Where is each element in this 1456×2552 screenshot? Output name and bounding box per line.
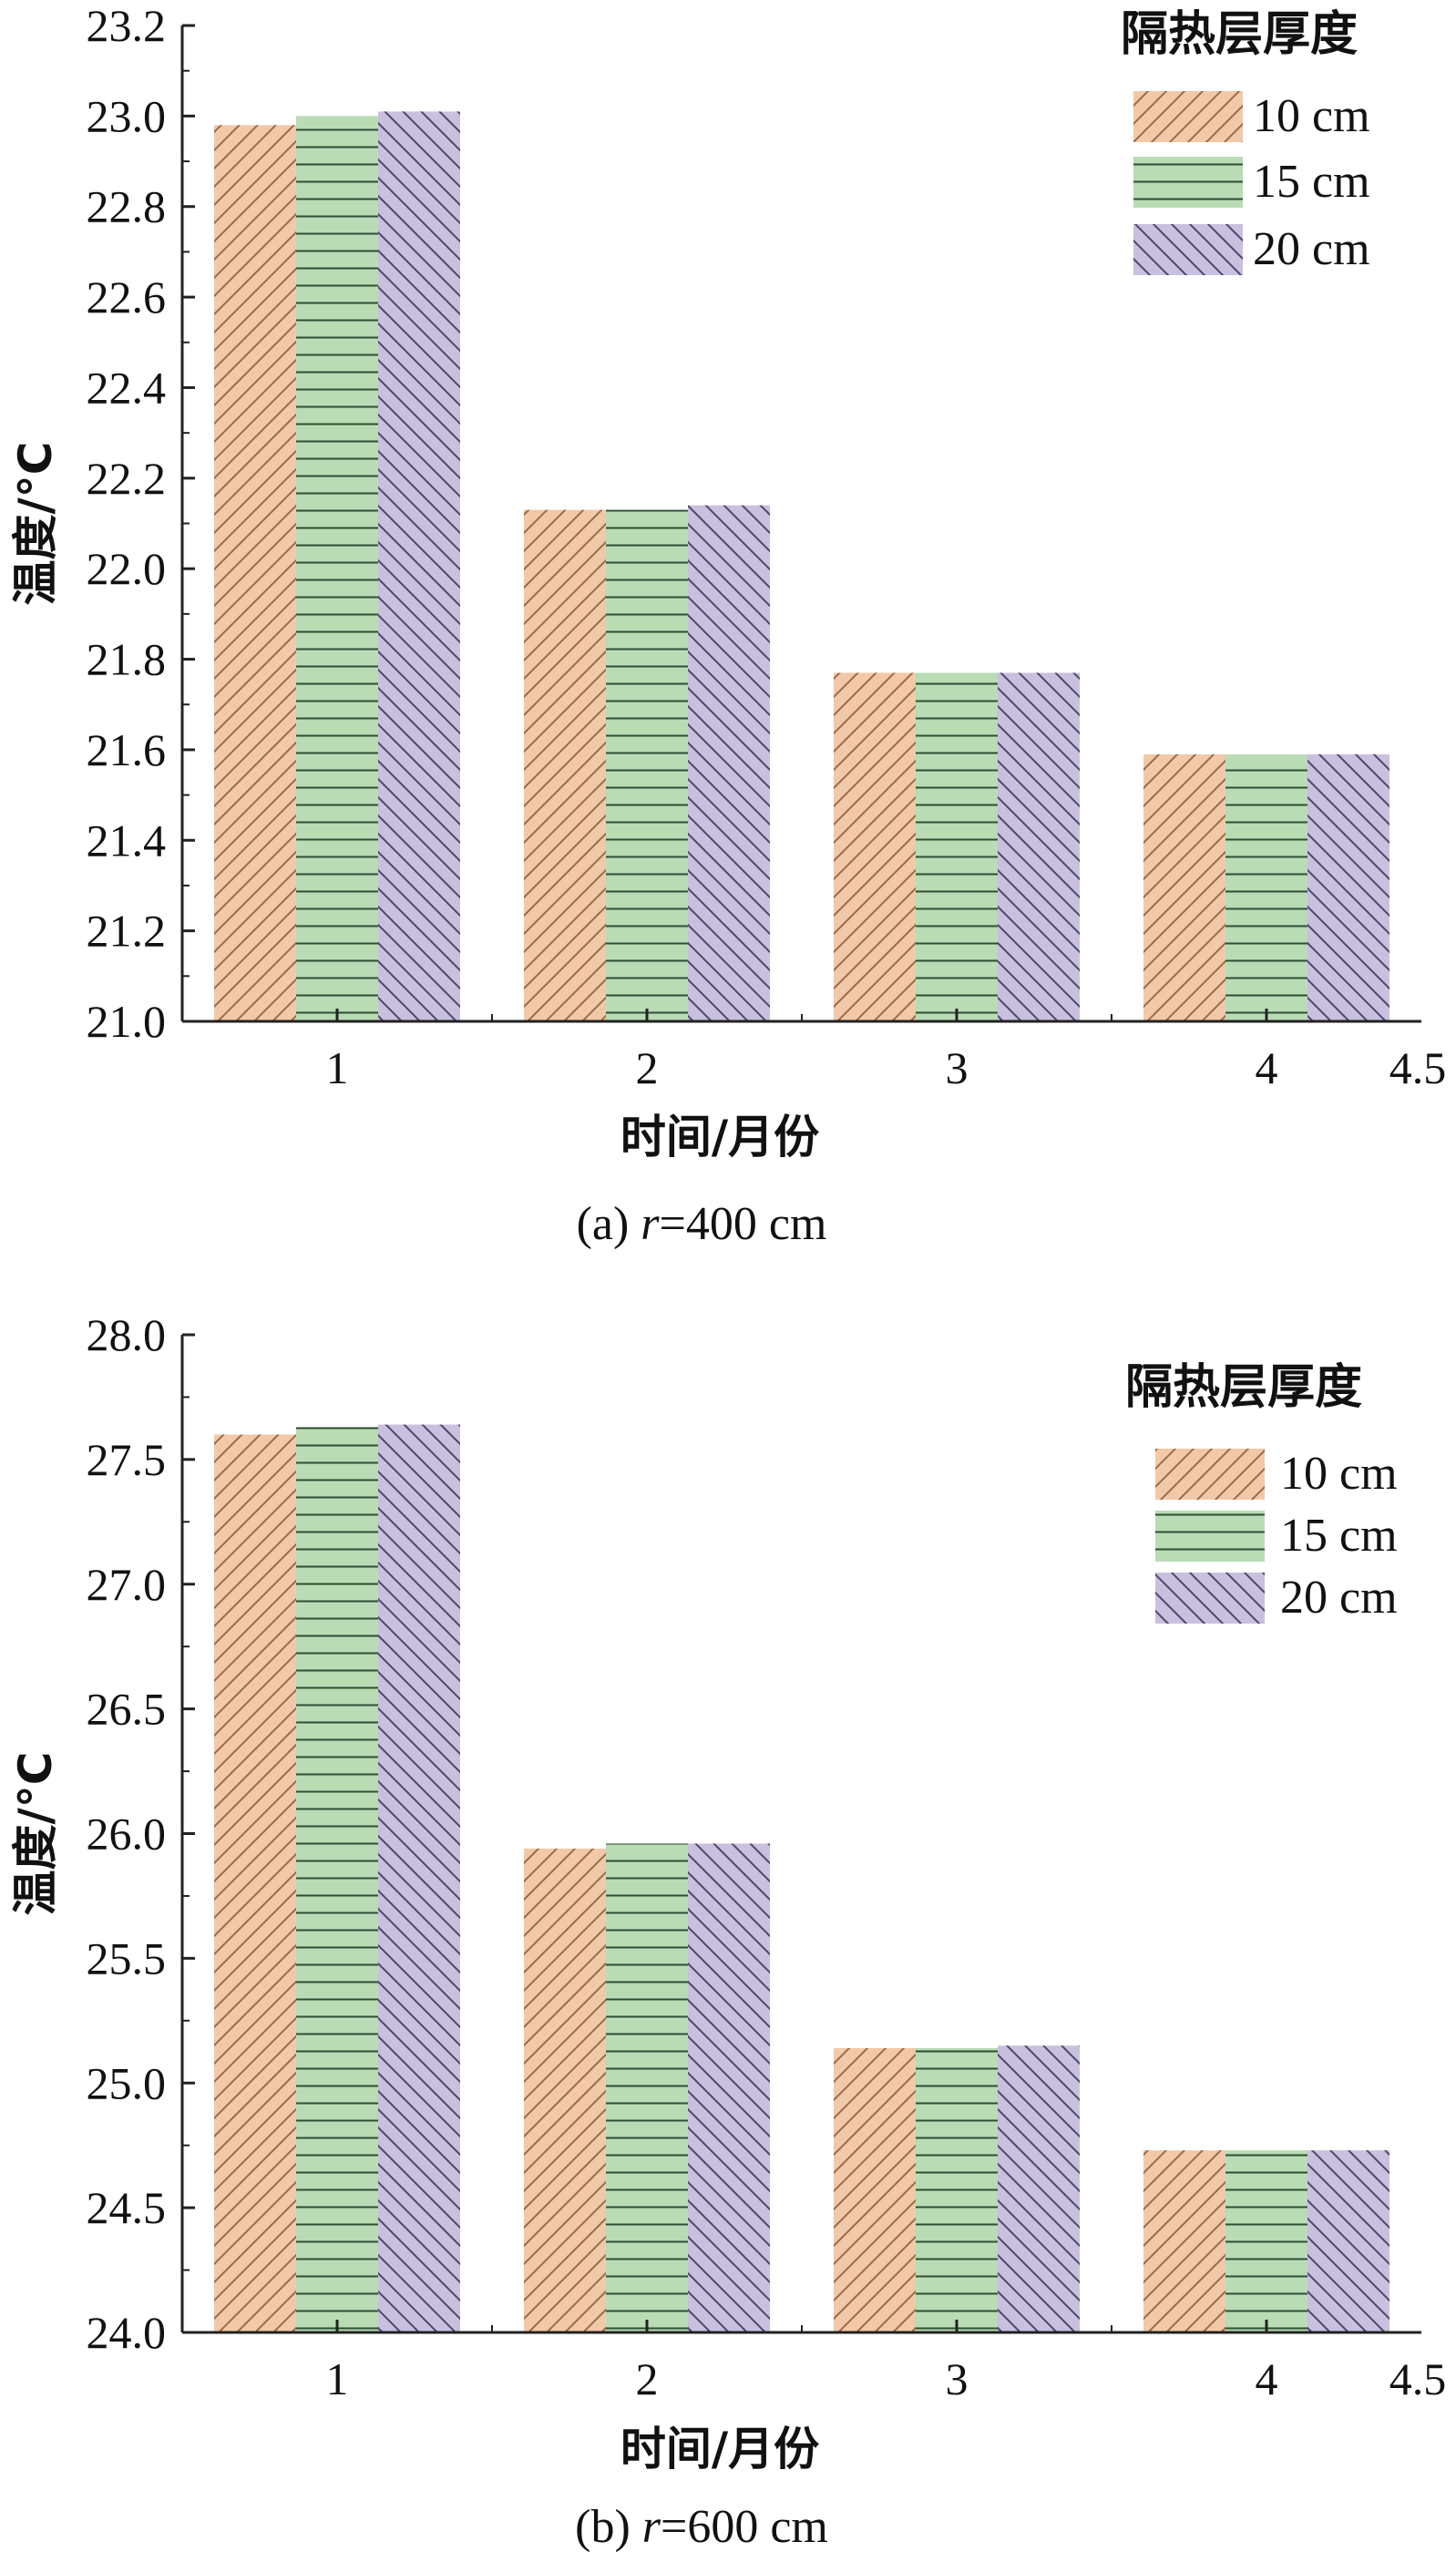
y-axis-title: 温度/°C [9,442,62,606]
bar-series1-x3 [834,672,916,1021]
y-tick-label: 23.2 [87,0,167,51]
y-tick-label: 26.5 [87,1684,167,1735]
legend-swatch-1 [1133,91,1243,142]
caption-prefix: (a) [577,1198,641,1250]
y-tick-label: 27.0 [87,1559,167,1610]
x-tick-label: 4 [1256,2353,1278,2404]
x-tick-label: 2 [636,2353,659,2404]
legend-title: 隔热层厚度 [1121,7,1358,62]
bar-series2-x4 [1225,2150,1307,2332]
legend-label-2: 15 cm [1253,156,1370,208]
x-tick-label: 2 [636,1042,659,1093]
bar-series3-x1 [378,1424,460,2332]
y-tick-label: 25.0 [87,2057,167,2108]
legend-label-2: 15 cm [1280,1510,1398,1562]
bar-series2-x3 [916,2047,998,2332]
bar-series2-x1 [296,116,378,1021]
legend-swatch-2 [1155,1511,1265,1562]
x-axis-title: 时间/月份 [620,2423,819,2475]
bar-series1-x2 [524,1848,606,2332]
x-axis-title: 时间/月份 [620,1111,819,1163]
bar-series3-x4 [1307,753,1389,1021]
caption-rest: =600 cm [661,2501,828,2552]
bar-series3-x4 [1307,2150,1389,2332]
chart-a: 21.0 21.2 21.4 21.6 21.8 22.0 22.2 22.4 22.6 22.8… [9,0,1446,1250]
bar-series1-x4 [1143,753,1225,1021]
legend-swatch-3 [1133,224,1243,275]
x-tick-label: 3 [946,1042,969,1093]
bar-series1-x1 [214,125,296,1022]
y-tick-label: 22.8 [87,181,167,232]
x-tick-label: 3 [946,2353,969,2404]
caption-prefix: (b) [575,2501,642,2552]
y-tick-label: 22.0 [87,543,167,594]
chart-caption: (a) r=400 cm [577,1198,827,1250]
y-tick-label: 22.4 [87,362,167,413]
bar-series1-x3 [834,2047,916,2332]
bar-series2-x1 [296,1427,378,2332]
bar-series3-x2 [688,1843,770,2332]
bar-series3-x2 [688,505,770,1021]
bar-series2-x4 [1225,753,1307,1021]
y-tick-label: 25.5 [87,1932,167,1983]
x-tick-label: 1 [326,1042,349,1093]
legend-label-3: 20 cm [1253,223,1370,275]
bar-series1-x4 [1143,2150,1225,2332]
caption-rest: =400 cm [660,1198,827,1250]
x-tick-label: 4.5 [1389,1042,1447,1093]
legend-title: 隔热层厚度 [1125,1360,1362,1415]
y-tick-label: 22.6 [87,272,167,323]
x-tick-label: 1 [326,2353,349,2404]
legend-label-1: 10 cm [1253,90,1370,142]
bar-series3-x3 [998,672,1080,1021]
chart-b: 24.0 24.5 25.0 25.5 26.0 26.5 27.0 27.5 28.0 1 2 3 4… [9,1309,1446,2552]
y-tick-label: 21.8 [87,634,167,685]
y-tick-label: 26.0 [87,1809,167,1860]
legend-swatch-1 [1155,1449,1265,1500]
bar-series2-x2 [606,509,688,1021]
x-tick-label: 4.5 [1389,2353,1447,2404]
legend-label-1: 10 cm [1280,1448,1398,1500]
x-tick-label: 4 [1256,1042,1278,1093]
y-tick-label: 28.0 [87,1309,167,1360]
chart-caption: (b) r=600 cm [575,2501,828,2552]
caption-variable: r [642,2501,661,2552]
y-tick-label: 24.0 [87,2307,167,2358]
y-axis-title: 温度/°C [9,1752,62,1916]
legend-swatch-3 [1155,1573,1265,1624]
caption-variable: r [641,1198,660,1250]
legend-swatch-2 [1133,157,1243,208]
y-tick-label: 27.5 [87,1434,167,1485]
y-tick-label: 21.0 [87,996,167,1047]
bar-series3-x3 [998,2045,1080,2332]
y-tick-label: 21.2 [87,906,167,957]
bar-series1-x2 [524,509,606,1021]
bar-series3-x1 [378,111,460,1022]
bar-series2-x3 [916,672,998,1021]
y-tick-label: 21.6 [87,724,167,775]
bar-series1-x1 [214,1434,296,2332]
y-tick-label: 23.0 [87,90,167,141]
bar-series2-x2 [606,1843,688,2332]
y-tick-label: 24.5 [87,2182,167,2233]
y-tick-label: 21.4 [87,815,167,866]
legend-label-3: 20 cm [1280,1572,1398,1624]
y-tick-label: 22.2 [87,453,167,504]
